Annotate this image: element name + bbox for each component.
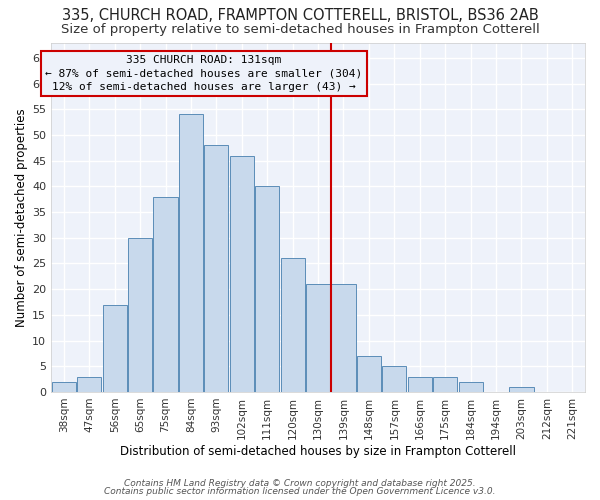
Bar <box>154 196 178 392</box>
Bar <box>230 156 254 392</box>
Bar <box>357 356 381 392</box>
Bar <box>407 376 432 392</box>
Y-axis label: Number of semi-detached properties: Number of semi-detached properties <box>15 108 28 326</box>
Bar <box>382 366 406 392</box>
X-axis label: Distribution of semi-detached houses by size in Frampton Cotterell: Distribution of semi-detached houses by … <box>120 444 516 458</box>
Bar <box>281 258 305 392</box>
Text: Contains HM Land Registry data © Crown copyright and database right 2025.: Contains HM Land Registry data © Crown c… <box>124 478 476 488</box>
Bar <box>77 376 101 392</box>
Bar <box>306 284 330 392</box>
Text: Size of property relative to semi-detached houses in Frampton Cotterell: Size of property relative to semi-detach… <box>61 22 539 36</box>
Bar <box>458 382 482 392</box>
Text: Contains public sector information licensed under the Open Government Licence v3: Contains public sector information licen… <box>104 487 496 496</box>
Bar <box>103 304 127 392</box>
Bar <box>331 284 356 392</box>
Bar <box>433 376 457 392</box>
Bar <box>509 387 533 392</box>
Bar <box>52 382 76 392</box>
Bar <box>128 238 152 392</box>
Text: 335 CHURCH ROAD: 131sqm
← 87% of semi-detached houses are smaller (304)
12% of s: 335 CHURCH ROAD: 131sqm ← 87% of semi-de… <box>45 56 362 92</box>
Bar <box>179 114 203 392</box>
Text: 335, CHURCH ROAD, FRAMPTON COTTERELL, BRISTOL, BS36 2AB: 335, CHURCH ROAD, FRAMPTON COTTERELL, BR… <box>62 8 538 22</box>
Bar <box>255 186 280 392</box>
Bar <box>205 146 229 392</box>
